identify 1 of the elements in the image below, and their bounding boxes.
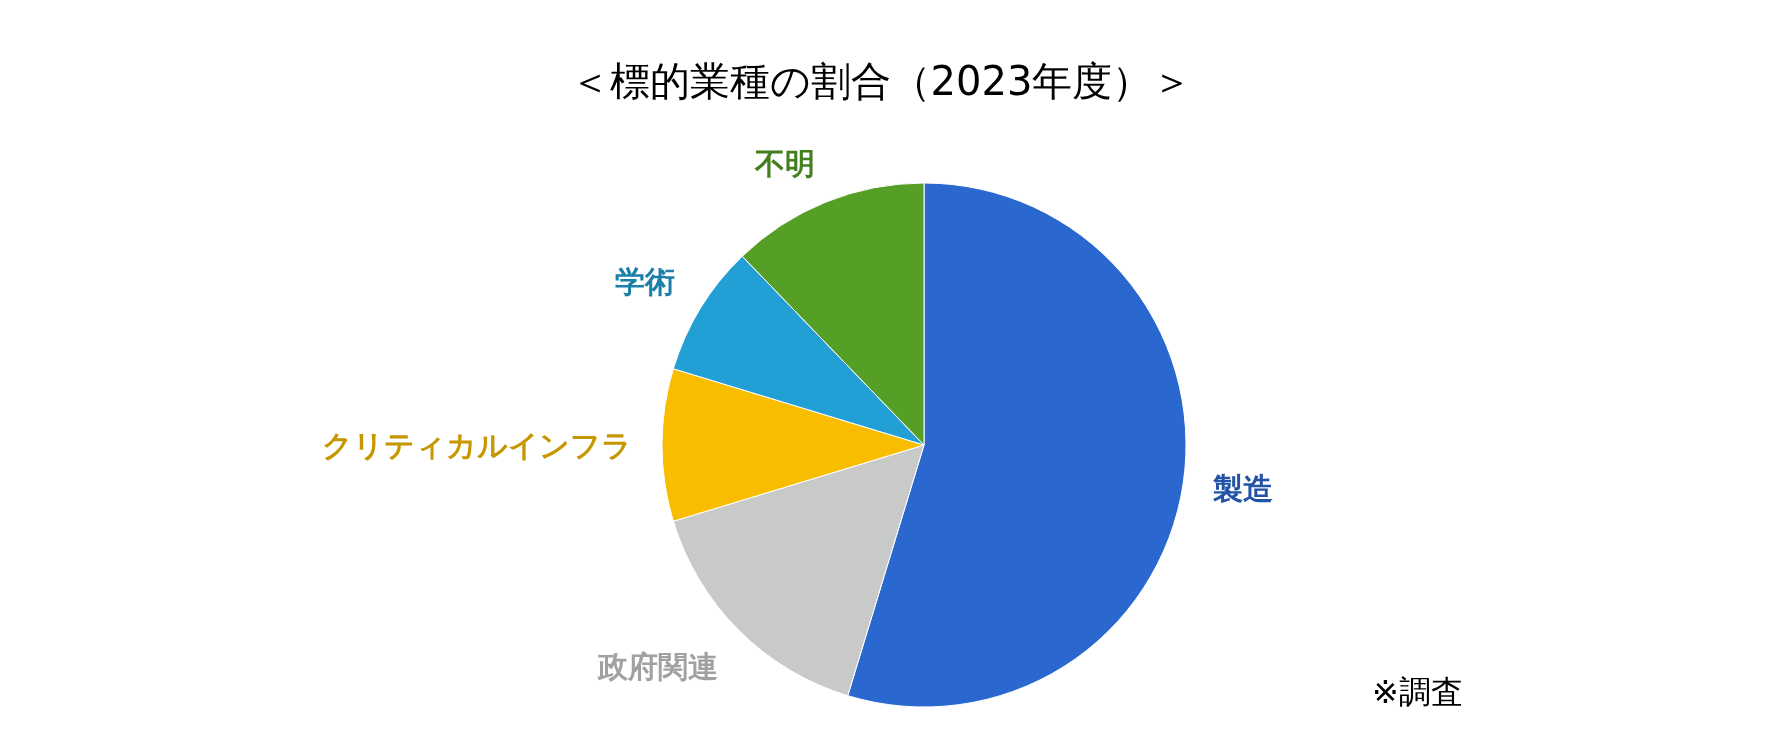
title: ＜標的業種の割合（2023年度）＞ (569, 58, 1193, 104)
